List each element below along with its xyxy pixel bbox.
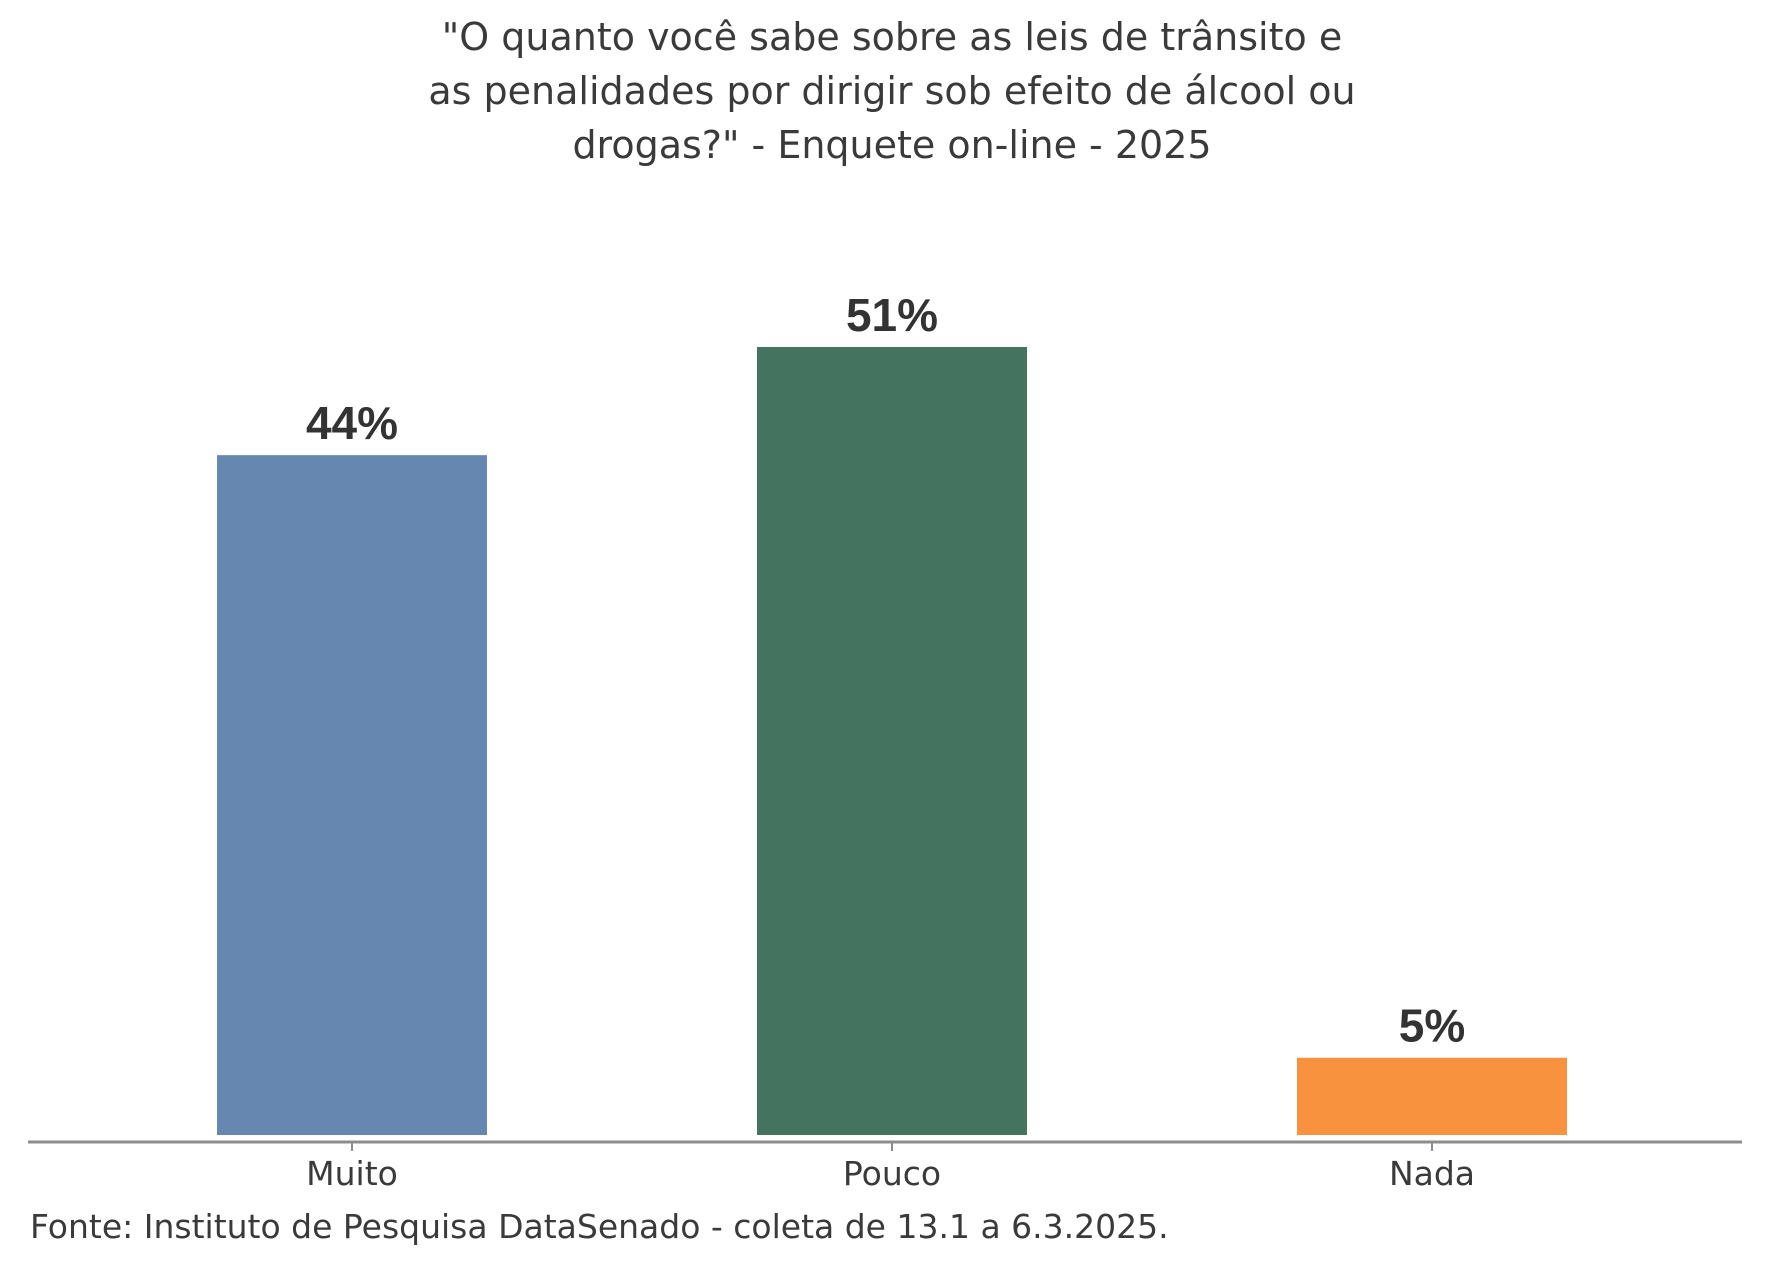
bar-nada (1297, 1057, 1567, 1135)
chart-title-line-3: drogas?" - Enquete on-line - 2025 (572, 123, 1211, 167)
value-label-nada: 5% (1399, 1000, 1465, 1052)
bars-group (217, 347, 1567, 1135)
chart-title: "O quanto você sabe sobre as leis de trâ… (428, 15, 1355, 167)
value-label-muito: 44% (306, 397, 398, 449)
x-ticks-group (351, 1142, 1433, 1151)
chart-title-line-1: "O quanto você sabe sobre as leis de trâ… (442, 15, 1342, 59)
x-tick-label-muito: Muito (306, 1154, 398, 1193)
x-tick-label-nada: Nada (1389, 1154, 1475, 1193)
chart-title-line-2: as penalidades por dirigir sob efeito de… (428, 69, 1355, 113)
source-note: Fonte: Instituto de Pesquisa DataSenado … (30, 1207, 1169, 1246)
bar-pouco (757, 347, 1027, 1135)
value-label-pouco: 51% (846, 289, 938, 341)
x-tick-label-pouco: Pouco (843, 1154, 941, 1193)
x-tick-labels-group: Muito Pouco Nada (306, 1154, 1475, 1193)
bar-muito (217, 455, 487, 1135)
value-labels-group: 44% 51% 5% (306, 289, 1465, 1052)
